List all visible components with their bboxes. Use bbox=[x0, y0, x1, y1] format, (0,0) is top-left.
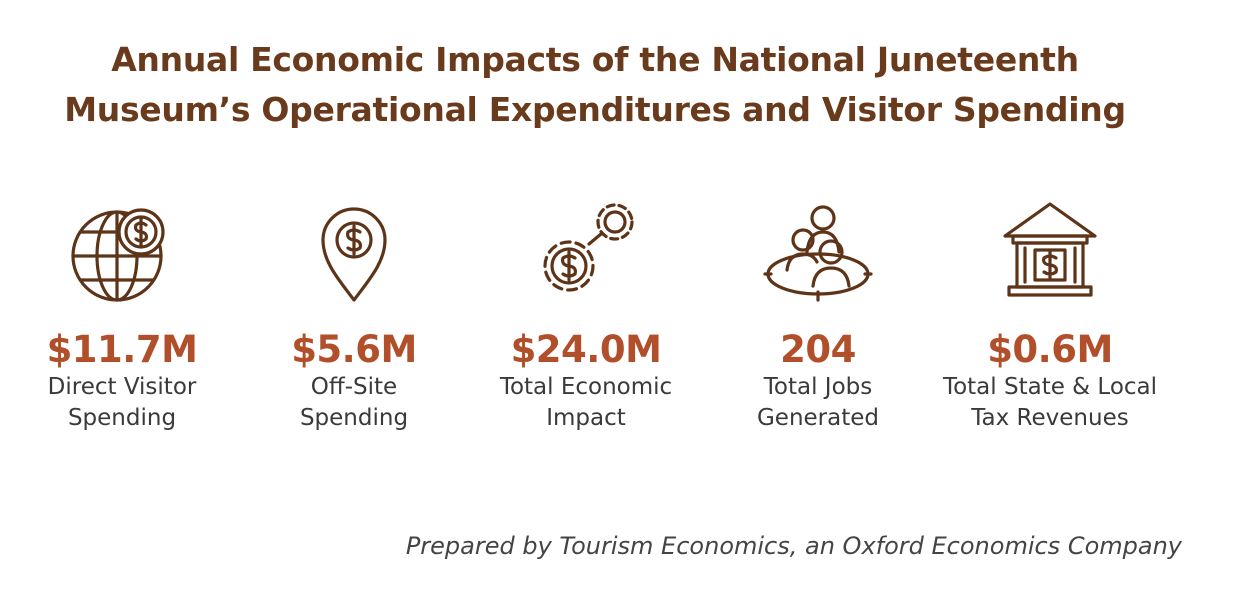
stat-value: $11.7M bbox=[46, 328, 198, 371]
stat-label: Tax Revenues bbox=[971, 405, 1129, 431]
title-line: Museum’s Operational Expenditures and Vi… bbox=[64, 90, 1126, 129]
stat: $11.7M Direct Visitor Spending bbox=[0, 196, 252, 434]
stat-label: Direct Visitor bbox=[47, 374, 197, 400]
gears-icon bbox=[543, 203, 634, 292]
pin-icon bbox=[321, 207, 387, 302]
stat-value: $24.0M bbox=[510, 328, 662, 371]
stat-label: Total State & Local bbox=[942, 374, 1158, 400]
stat-label: Total Jobs bbox=[763, 374, 873, 400]
title-line: Annual Economic Impacts of the National … bbox=[111, 40, 1079, 79]
bank-icon bbox=[1003, 202, 1097, 297]
stat: 204 Total Jobs Generated bbox=[688, 196, 948, 434]
stat-label: Total Economic bbox=[499, 374, 673, 400]
stat-label: Off-Site bbox=[310, 374, 398, 400]
stat: $0.6M Total State & Local Tax Revenues bbox=[920, 196, 1180, 434]
stat-label: Generated bbox=[756, 405, 880, 431]
stat-label: Spending bbox=[299, 405, 409, 431]
stat-label: Impact bbox=[546, 405, 626, 431]
people-icon bbox=[763, 205, 873, 302]
stat-value: $0.6M bbox=[987, 328, 1113, 371]
stat: $5.6M Off-Site Spending bbox=[224, 196, 484, 434]
stat: $24.0M Total Economic Impact bbox=[456, 196, 716, 434]
stat-label: Spending bbox=[67, 405, 177, 431]
stat-value: $5.6M bbox=[291, 328, 417, 371]
globe-icon bbox=[71, 208, 165, 302]
stat-value: 204 bbox=[780, 328, 856, 371]
credit: Prepared by Tourism Economics, an Oxford… bbox=[405, 532, 1182, 560]
